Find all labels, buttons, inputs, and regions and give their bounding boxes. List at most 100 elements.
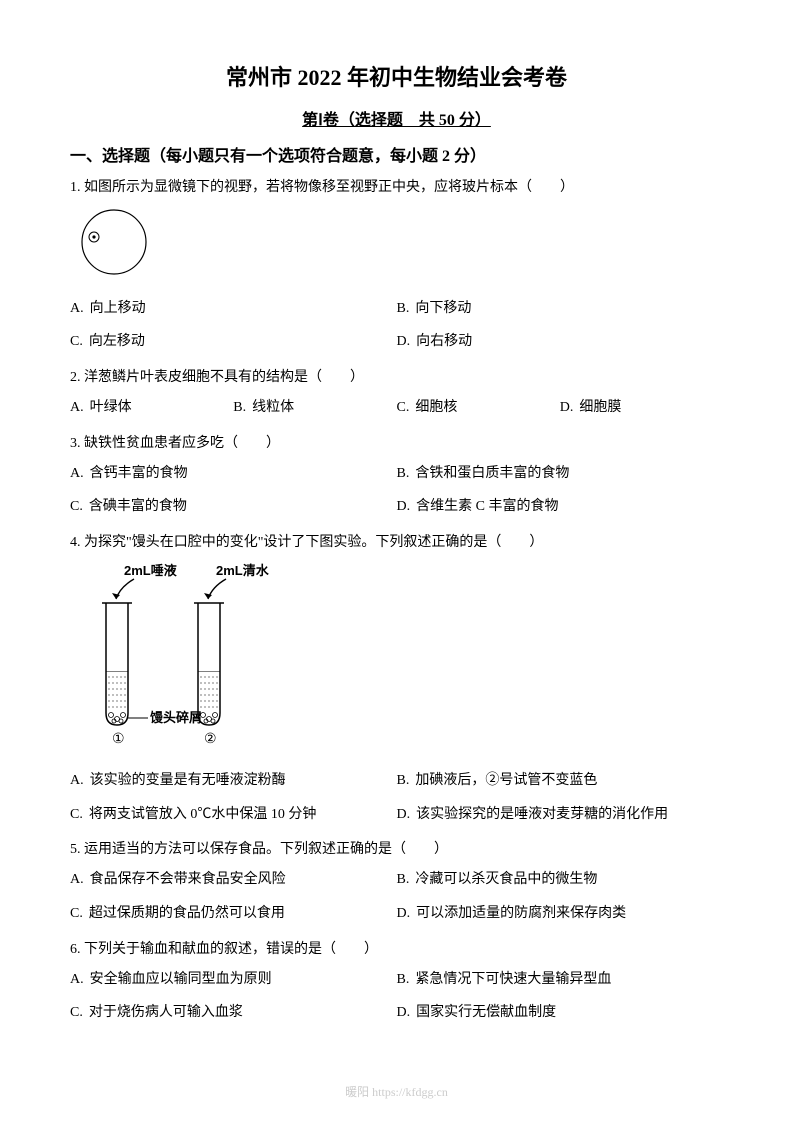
tube1-num: ①	[112, 732, 125, 747]
option-label: B.	[397, 297, 410, 321]
option-text: 加碘液后，②号试管不变蓝色	[415, 769, 597, 793]
question-3: 3. 缺铁性贫血患者应多吃（ ） A.含钙丰富的食物 B.含铁和蛋白质丰富的食物…	[70, 432, 723, 519]
q1-option-d: D.向右移动	[397, 330, 724, 354]
option-label: A.	[70, 297, 84, 321]
test-tubes-icon: 2mL唾液 2mL清水	[90, 563, 320, 748]
q4-options: A.该实验的变量是有无唾液淀粉酶 B.加碘液后，②号试管不变蓝色 C.将两支试管…	[70, 769, 723, 827]
option-text: 可以添加适量的防腐剂来保存肉类	[416, 902, 626, 926]
test-tube-2	[194, 603, 224, 725]
option-label: C.	[70, 803, 83, 827]
option-label: B.	[397, 769, 410, 793]
option-text: 国家实行无偿献血制度	[416, 1001, 556, 1025]
q5-option-c: C.超过保质期的食品仍然可以食用	[70, 902, 397, 926]
option-label: C.	[70, 330, 83, 354]
q6-option-a: A.安全输血应以输同型血为原则	[70, 968, 397, 992]
q4-option-c: C.将两支试管放入 0℃水中保温 10 分钟	[70, 803, 397, 827]
option-text: 向上移动	[90, 297, 146, 321]
option-text: 叶绿体	[90, 396, 132, 420]
option-text: 对于烧伤病人可输入血浆	[89, 1001, 243, 1025]
microscope-view-icon	[76, 206, 156, 278]
option-text: 向左移动	[89, 330, 145, 354]
q5-option-b: B.冷藏可以杀灭食品中的微生物	[397, 868, 724, 892]
q1-option-b: B.向下移动	[397, 297, 724, 321]
question-1: 1. 如图所示为显微镜下的视野，若将物像移至视野正中央，应将玻片标本（ ） A.…	[70, 176, 723, 354]
q3-option-c: C.含碘丰富的食物	[70, 495, 397, 519]
test-tube-1	[102, 603, 132, 725]
question-5-text: 5. 运用适当的方法可以保存食品。下列叙述正确的是（ ）	[70, 838, 723, 862]
q2-options: A.叶绿体 B.线粒体 C.细胞核 D.细胞膜	[70, 396, 723, 420]
q4-option-d: D.该实验探究的是唾液对麦芽糖的消化作用	[397, 803, 724, 827]
option-label: B.	[397, 868, 410, 892]
page-title: 常州市 2022 年初中生物结业会考卷	[70, 60, 723, 92]
question-1-text: 1. 如图所示为显微镜下的视野，若将物像移至视野正中央，应将玻片标本（ ）	[70, 176, 723, 200]
option-text: 安全输血应以输同型血为原则	[90, 968, 272, 992]
question-6: 6. 下列关于输血和献血的叙述，错误的是（ ） A.安全输血应以输同型血为原则 …	[70, 938, 723, 1025]
option-text: 该实验探究的是唾液对麦芽糖的消化作用	[416, 803, 668, 827]
option-text: 食品保存不会带来食品安全风险	[90, 868, 286, 892]
q6-option-b: B.紧急情况下可快速大量输异型血	[397, 968, 724, 992]
option-label: D.	[397, 330, 411, 354]
q5-option-a: A.食品保存不会带来食品安全风险	[70, 868, 397, 892]
option-label: A.	[70, 462, 84, 486]
option-text: 紧急情况下可快速大量输异型血	[415, 968, 611, 992]
q2-option-a: A.叶绿体	[70, 396, 233, 420]
q1-options: A.向上移动 B.向下移动 C.向左移动 D.向右移动	[70, 297, 723, 355]
q2-option-d: D.细胞膜	[560, 396, 723, 420]
option-text: 线粒体	[252, 396, 294, 420]
option-text: 向下移动	[415, 297, 471, 321]
q1-option-c: C.向左移动	[70, 330, 397, 354]
option-text: 含铁和蛋白质丰富的食物	[415, 462, 569, 486]
option-label: B.	[233, 396, 246, 420]
option-label: D.	[397, 803, 411, 827]
question-3-text: 3. 缺铁性贫血患者应多吃（ ）	[70, 432, 723, 456]
question-4-text: 4. 为探究"馒头在口腔中的变化"设计了下图实验。下列叙述正确的是（ ）	[70, 531, 723, 555]
option-label: B.	[397, 462, 410, 486]
q2-option-c: C.细胞核	[397, 396, 560, 420]
option-text: 超过保质期的食品仍然可以食用	[89, 902, 285, 926]
q5-option-d: D.可以添加适量的防腐剂来保存肉类	[397, 902, 724, 926]
option-label: D.	[397, 495, 411, 519]
option-label: C.	[70, 902, 83, 926]
option-text: 细胞核	[415, 396, 457, 420]
option-label: A.	[70, 968, 84, 992]
option-text: 冷藏可以杀灭食品中的微生物	[415, 868, 597, 892]
option-text: 该实验的变量是有无唾液淀粉酶	[90, 769, 286, 793]
q1-option-a: A.向上移动	[70, 297, 397, 321]
q3-option-a: A.含钙丰富的食物	[70, 462, 397, 486]
option-label: C.	[397, 396, 410, 420]
option-text: 向右移动	[416, 330, 472, 354]
option-label: D.	[560, 396, 574, 420]
question-6-text: 6. 下列关于输血和献血的叙述，错误的是（ ）	[70, 938, 723, 962]
q6-option-c: C.对于烧伤病人可输入血浆	[70, 1001, 397, 1025]
question-5: 5. 运用适当的方法可以保存食品。下列叙述正确的是（ ） A.食品保存不会带来食…	[70, 838, 723, 925]
q6-option-d: D.国家实行无偿献血制度	[397, 1001, 724, 1025]
option-label: C.	[70, 495, 83, 519]
page-subtitle: 第Ⅰ卷（选择题 共 50 分）	[70, 106, 723, 130]
q1-diagram	[76, 206, 723, 287]
option-label: A.	[70, 868, 84, 892]
question-2-text: 2. 洋葱鳞片叶表皮细胞不具有的结构是（ ）	[70, 366, 723, 390]
option-label: C.	[70, 1001, 83, 1025]
option-label: B.	[397, 968, 410, 992]
q6-options: A.安全输血应以输同型血为原则 B.紧急情况下可快速大量输异型血 C.对于烧伤病…	[70, 968, 723, 1026]
option-text: 含维生素 C 丰富的食物	[416, 495, 558, 519]
question-4: 4. 为探究"馒头在口腔中的变化"设计了下图实验。下列叙述正确的是（ ） 2mL…	[70, 531, 723, 826]
q4-option-b: B.加碘液后，②号试管不变蓝色	[397, 769, 724, 793]
q4-diagram: 2mL唾液 2mL清水	[90, 563, 723, 757]
option-text: 含碘丰富的食物	[89, 495, 187, 519]
q5-options: A.食品保存不会带来食品安全风险 B.冷藏可以杀灭食品中的微生物 C.超过保质期…	[70, 868, 723, 926]
pellet-label: 馒头碎屑	[150, 710, 202, 725]
question-2: 2. 洋葱鳞片叶表皮细胞不具有的结构是（ ） A.叶绿体 B.线粒体 C.细胞核…	[70, 366, 723, 420]
page-footer: 暖阳 https://kfdgg.cn	[0, 1083, 793, 1100]
option-text: 细胞膜	[579, 396, 621, 420]
option-label: A.	[70, 769, 84, 793]
section-header: 一、选择题（每小题只有一个选项符合题意，每小题 2 分）	[70, 142, 723, 166]
q3-options: A.含钙丰富的食物 B.含铁和蛋白质丰富的食物 C.含碘丰富的食物 D.含维生素…	[70, 462, 723, 520]
option-text: 将两支试管放入 0℃水中保温 10 分钟	[89, 803, 317, 827]
tube2-num: ②	[204, 732, 217, 747]
q4-option-a: A.该实验的变量是有无唾液淀粉酶	[70, 769, 397, 793]
option-text: 含钙丰富的食物	[90, 462, 188, 486]
option-label: D.	[397, 1001, 411, 1025]
tube1-top-label: 2mL唾液	[124, 563, 177, 578]
q2-option-b: B.线粒体	[233, 396, 396, 420]
